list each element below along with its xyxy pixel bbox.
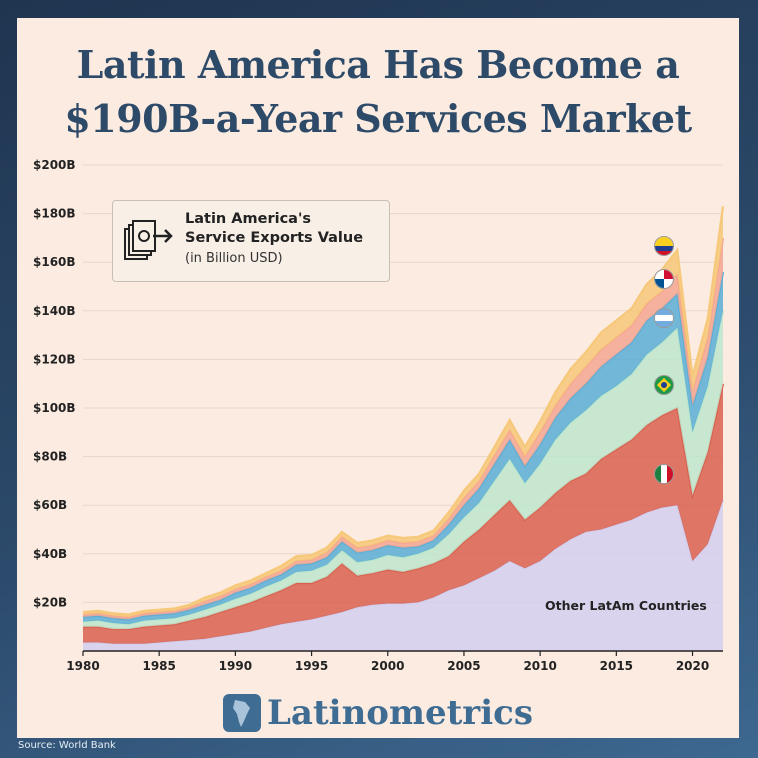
x-tick-label: 1985: [142, 659, 175, 673]
stacked-area-chart: $20B $40B $60B $80B $100B $120B $140B $160B $180…: [33, 158, 725, 673]
y-tick-label: $140B: [33, 304, 76, 318]
y-tick-label: $160B: [33, 255, 76, 269]
legend-title-line-1: Latin America's: [185, 211, 312, 227]
x-tick-label: 2005: [447, 659, 480, 673]
x-tick-label: 2010: [523, 659, 556, 673]
area-series-brazil: [83, 310, 723, 630]
area-series-mexico: [83, 383, 723, 644]
y-tick-label: $80B: [33, 450, 67, 464]
x-tick-label: 1980: [66, 659, 99, 673]
y-tick-label: $40B: [33, 547, 67, 561]
area-series-other: [83, 500, 723, 651]
x-tick-label: 1990: [219, 659, 252, 673]
money-export-icon: [124, 220, 173, 260]
y-tick-label: $180B: [33, 207, 76, 221]
chart-title-line-1: Latin America Has Become a: [76, 42, 680, 87]
legend-subtitle: (in Billion USD): [185, 251, 283, 266]
chart-card: Latin America Has Become a $190B-a-Year …: [17, 18, 739, 738]
y-tick-label: $20B: [33, 595, 67, 609]
x-tick-label: 2000: [371, 659, 404, 673]
x-tick-label: 1995: [295, 659, 328, 673]
chart-title-line-2: $190B-a-Year Services Market: [64, 96, 692, 141]
source-note: Source: World Bank: [18, 740, 116, 751]
other-countries-label: Other LatAm Countries: [545, 598, 707, 613]
y-tick-label: $100B: [33, 401, 76, 415]
mexico-flag-icon: [654, 464, 674, 484]
x-tick-label: 2015: [600, 659, 633, 673]
x-tick-label: 2020: [676, 659, 709, 673]
brand-name: Latinometrics: [267, 693, 533, 733]
brand-footer: Latinometrics: [17, 688, 739, 738]
area-series-argentina: [83, 271, 723, 625]
latinometrics-logo-icon: [223, 694, 262, 732]
colombia-flag-icon: [654, 236, 674, 256]
y-tick-label: $120B: [33, 352, 76, 366]
legend-title-line-2: Service Exports Value: [185, 230, 364, 246]
argentina-flag-icon: [654, 308, 674, 328]
panama-flag-icon: [654, 269, 674, 289]
area-line-colombia: [82, 206, 725, 616]
brazil-flag-icon: [654, 375, 674, 395]
y-tick-label: $60B: [33, 498, 67, 512]
y-tick-label: $200B: [33, 158, 76, 172]
legend-box: Latin America's Service Exports Value (i…: [112, 200, 390, 282]
